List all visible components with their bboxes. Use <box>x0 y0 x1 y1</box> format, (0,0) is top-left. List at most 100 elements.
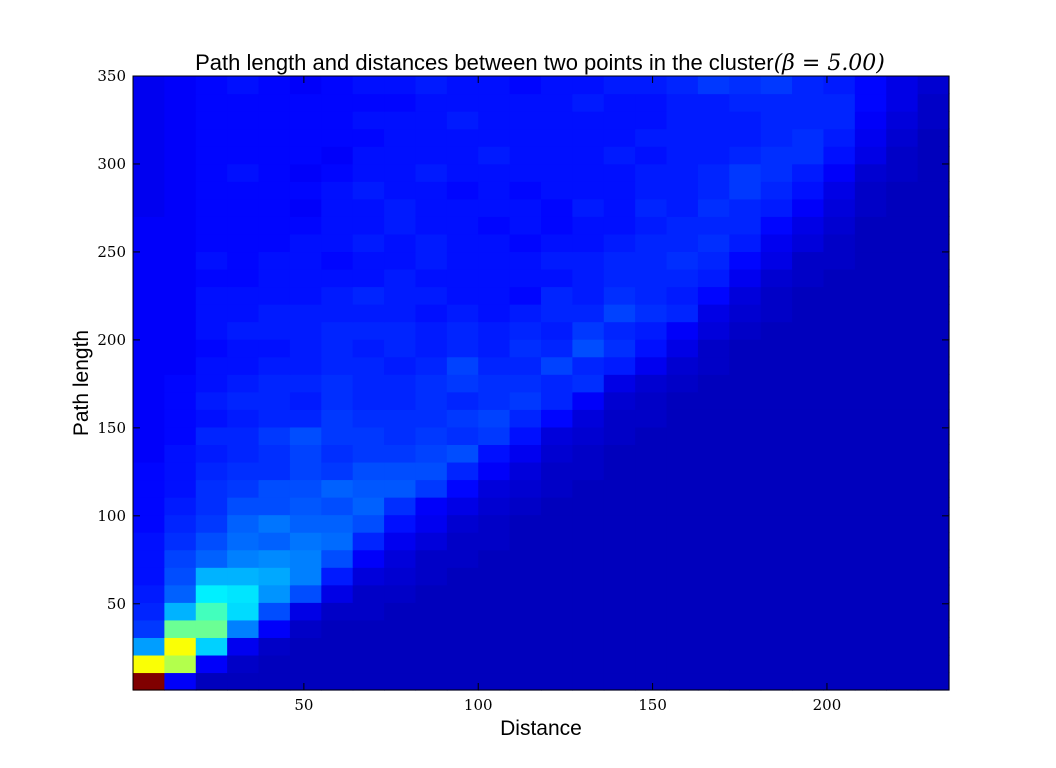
heatmap-cell <box>886 549 919 568</box>
heatmap-cell <box>415 268 448 288</box>
heatmap-cell <box>164 672 197 691</box>
heatmap-cell <box>854 584 887 603</box>
heatmap-cell <box>729 497 762 516</box>
heatmap-cell <box>635 198 668 217</box>
heatmap-cell <box>635 216 668 235</box>
heatmap-cell <box>917 321 950 340</box>
heatmap-cell <box>352 251 385 270</box>
heatmap-cell <box>760 304 793 323</box>
heatmap-cell <box>289 111 322 130</box>
heatmap-cell <box>635 181 668 200</box>
heatmap-cell <box>415 198 448 217</box>
heatmap-cell <box>384 619 417 638</box>
plot-frame <box>132 75 950 691</box>
heatmap-cell <box>760 163 793 182</box>
heatmap-cell <box>133 233 165 253</box>
heatmap-cell <box>572 479 605 498</box>
heatmap-cell <box>289 356 322 375</box>
heatmap-cell <box>697 549 730 568</box>
heatmap-cell <box>509 567 542 586</box>
heatmap-cell <box>760 268 793 288</box>
heatmap-cell <box>823 479 856 498</box>
heatmap-cell <box>792 128 825 147</box>
heatmap-cell <box>729 654 762 674</box>
heatmap-cell <box>258 672 291 691</box>
heatmap-cell <box>509 391 542 410</box>
heatmap-cell <box>227 532 260 551</box>
heatmap-cell <box>603 654 636 674</box>
heatmap-cell <box>509 637 542 656</box>
heatmap-cell <box>195 128 228 147</box>
heatmap-cell <box>666 111 699 130</box>
heatmap-cell <box>792 93 825 112</box>
heatmap-cell <box>352 93 385 112</box>
heatmap-cell <box>541 549 573 568</box>
heatmap-cell <box>289 391 322 410</box>
heatmap-cell <box>509 654 542 674</box>
heatmap-cell <box>792 567 825 586</box>
heatmap-cell <box>478 216 511 235</box>
heatmap-cell <box>509 672 542 691</box>
heatmap-cell <box>760 321 793 340</box>
heatmap-cell <box>478 619 511 638</box>
heatmap-cell <box>446 163 479 182</box>
heatmap-cell <box>446 461 479 481</box>
heatmap-cell <box>760 461 793 481</box>
heatmap-cell <box>886 163 919 182</box>
heatmap-cell <box>572 111 605 130</box>
heatmap-cell <box>415 444 448 463</box>
heatmap-cell <box>478 181 511 200</box>
heatmap-cell <box>321 426 354 445</box>
heatmap-cell <box>289 426 322 445</box>
heatmap-cell <box>289 216 322 235</box>
heatmap-cell <box>227 111 260 130</box>
heatmap-cell <box>729 391 762 410</box>
heatmap-cell <box>227 602 260 621</box>
heatmap-cell <box>854 497 887 516</box>
heatmap-cell <box>854 549 887 568</box>
heatmap-cell <box>854 163 887 182</box>
heatmap-cell <box>697 339 730 358</box>
heatmap-cell <box>446 672 479 691</box>
heatmap-cell <box>384 532 417 551</box>
heatmap-cell <box>227 268 260 288</box>
heatmap-cell <box>729 163 762 182</box>
heatmap-cell <box>384 514 417 533</box>
chart-title: Path length and distances between two po… <box>195 50 885 76</box>
heatmap-cell <box>886 532 919 551</box>
heatmap-cell <box>446 216 479 235</box>
heatmap-cell <box>227 198 260 217</box>
heatmap-cell <box>195 619 228 638</box>
heatmap-cell <box>760 602 793 621</box>
heatmap-cell <box>603 128 636 147</box>
heatmap-cell <box>384 567 417 586</box>
heatmap-cell <box>164 286 197 305</box>
heatmap-cell <box>697 532 730 551</box>
heatmap-cell <box>446 549 479 568</box>
heatmap-cell <box>164 532 197 551</box>
heatmap-cell <box>446 233 479 253</box>
heatmap-cell <box>603 391 636 410</box>
heatmap-cell <box>227 497 260 516</box>
heatmap-cell <box>792 672 825 691</box>
heatmap-cell <box>697 111 730 130</box>
heatmap-cell <box>760 637 793 656</box>
heatmap-cell <box>823 549 856 568</box>
heatmap-cell <box>384 461 417 481</box>
heatmap-cell <box>886 198 919 217</box>
heatmap-cell <box>541 111 573 130</box>
heatmap-cell <box>195 321 228 340</box>
heatmap-cell <box>289 602 322 621</box>
heatmap-cell <box>697 286 730 305</box>
heatmap-cell <box>603 268 636 288</box>
heatmap-cell <box>886 268 919 288</box>
heatmap-cell <box>697 391 730 410</box>
heatmap-cell <box>258 444 291 463</box>
heatmap-cell <box>697 163 730 182</box>
heatmap-cell <box>541 584 573 603</box>
heatmap-cell <box>572 391 605 410</box>
heatmap-cell <box>666 93 699 112</box>
heatmap-cell <box>823 584 856 603</box>
heatmap-cell <box>697 251 730 270</box>
heatmap-cell <box>886 374 919 393</box>
